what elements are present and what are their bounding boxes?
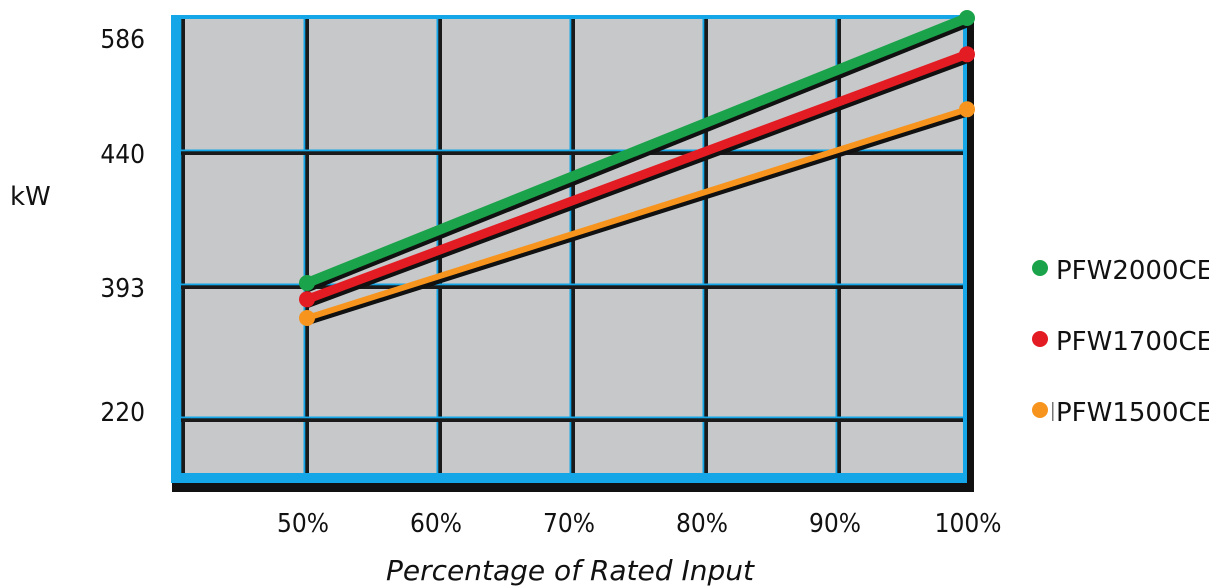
- grid-line-v: [569, 16, 572, 482]
- data-point-pfw1500ce-50: [299, 310, 315, 326]
- grid-line-h: [172, 416, 966, 419]
- grid-line-v-shadow: [305, 16, 309, 482]
- legend-label-pfw2000ce: PFW2000CE: [1056, 256, 1209, 286]
- y-tick-label-393: 393: [100, 274, 145, 304]
- series-layer: [299, 10, 975, 326]
- grid-line-v: [303, 16, 306, 482]
- legend-marker-pfw1700ce: [1032, 331, 1048, 347]
- legend: PFW2000CE PFW1700CE PFW1500CE: [1032, 256, 1209, 428]
- plot-background: [172, 16, 966, 482]
- y-tick-label-220: 220: [100, 398, 145, 428]
- grid-line-v-shadow: [571, 16, 575, 482]
- grid: [172, 16, 966, 482]
- grid-line-h: [172, 149, 966, 152]
- x-tick-label-100: 100%: [935, 509, 1002, 539]
- x-tick-label-70: 70%: [543, 509, 595, 539]
- legend-marker-pfw1500ce: [1032, 402, 1048, 418]
- data-point-pfw1500ce-100: [959, 101, 975, 118]
- data-point-pfw2000ce-50: [299, 275, 315, 291]
- grid-line-h-shadow: [172, 151, 966, 155]
- legend-label-pfw1500ce: PFW1500CE: [1056, 398, 1209, 428]
- plot-border-bottom: [171, 473, 967, 483]
- grid-line-h-shadow: [172, 418, 966, 422]
- data-point-pfw2000ce-100: [959, 10, 975, 26]
- y-axis: 586 440 393 220 kW: [10, 25, 145, 428]
- plot-border-left: [171, 15, 181, 483]
- x-tick-label-90: 90%: [809, 509, 861, 539]
- data-point-pfw1700ce-50: [299, 291, 315, 308]
- series-line-pfw1700ce: [302, 49, 972, 304]
- plot-border-top: [171, 15, 967, 19]
- plot-border-right: [963, 15, 967, 483]
- legend-marker-pfw2000ce: [1032, 260, 1048, 276]
- x-tick-label-50: 50%: [277, 509, 329, 539]
- series-line-shadow-pfw1500ce: [305, 110, 971, 325]
- grid-line-h-shadow: [172, 285, 966, 289]
- data-point-pfw1700ce-100: [959, 46, 975, 63]
- grid-line-v-shadow: [704, 16, 708, 482]
- y-tick-label-440: 440: [100, 140, 145, 170]
- grid-line-v: [702, 16, 705, 482]
- plot-border: [171, 15, 967, 483]
- series-line-pfw1500ce: [304, 106, 970, 321]
- grid-line-v: [835, 16, 838, 482]
- grid-line-v-shadow: [837, 16, 841, 482]
- x-tick-label-60: 60%: [410, 509, 462, 539]
- legend-divider: [1052, 402, 1054, 421]
- x-tick-label-80: 80%: [676, 509, 728, 539]
- grid-line-h: [172, 283, 966, 286]
- x-axis-title: Percentage of Rated Input: [386, 554, 755, 587]
- grid-line-v-shadow: [181, 16, 185, 482]
- y-tick-label-586: 586: [100, 25, 145, 55]
- series-line-pfw2000ce: [302, 13, 972, 288]
- x-axis: 50% 60% 70% 80% 90% 100% Percentage of R…: [277, 509, 1001, 587]
- y-axis-label: kW: [10, 182, 51, 212]
- legend-label-pfw1700ce: PFW1700CE: [1056, 327, 1209, 357]
